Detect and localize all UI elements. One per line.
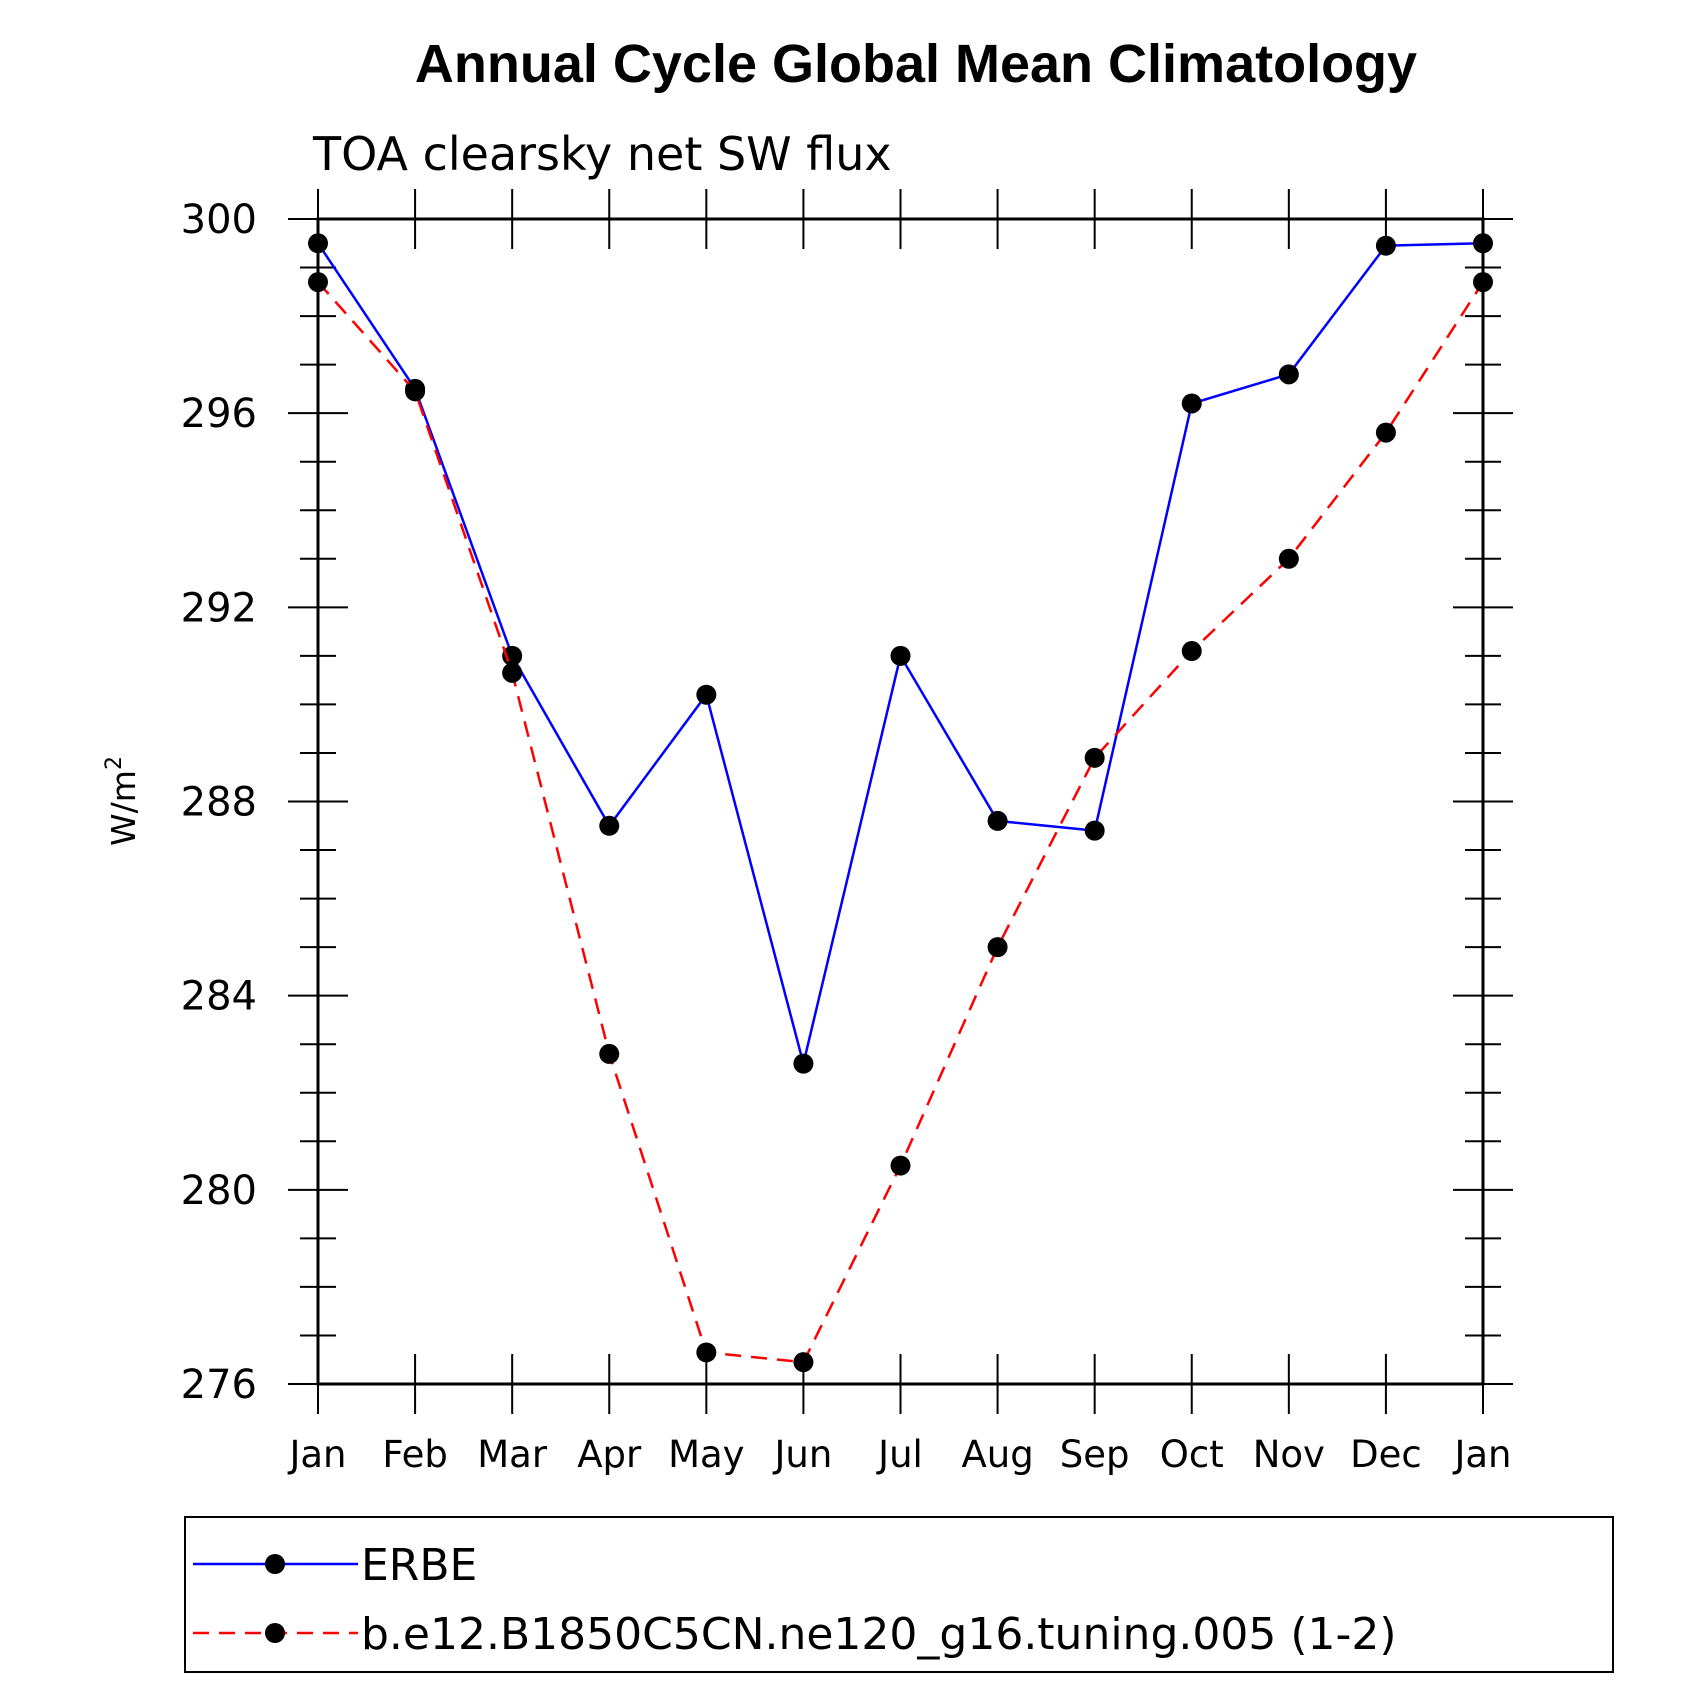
x-axis-tick-labels: Jan Feb Mar Apr May Jun Jul Aug Sep Oct Nov Dec Jan [287, 1433, 1511, 1476]
series-1-point-3 [599, 1043, 620, 1064]
series-1-point-1 [405, 381, 426, 402]
y-tick-label-284: 284 [181, 974, 257, 1020]
series-1-point-10 [1278, 548, 1299, 569]
series-0-point-5 [793, 1053, 814, 1074]
legend-swatch-erbe-marker [265, 1554, 285, 1574]
series-0-point-7 [987, 810, 1008, 831]
y-axis-label-text: W/m [104, 770, 143, 846]
series-1-point-11 [1375, 422, 1396, 443]
x-tick-label-11: Dec [1350, 1433, 1422, 1476]
series-1-line [317, 281, 1485, 1364]
series-0-point-11 [1375, 235, 1396, 256]
series-1-point-6 [890, 1155, 911, 1176]
y-tick-label-300: 300 [181, 197, 257, 243]
x-tick-label-1: Feb [382, 1433, 448, 1476]
y-tick-label-276: 276 [181, 1362, 257, 1408]
y-tick-label-292: 292 [181, 585, 257, 631]
plot-area [316, 217, 1485, 1386]
series-0-point-8 [1084, 820, 1105, 841]
series-1-point-2 [502, 662, 523, 683]
series-1-point-9 [1181, 641, 1202, 662]
axis-ticks [288, 189, 1513, 1414]
series-1-point-4 [696, 1342, 717, 1363]
x-tick-label-12: Jan [1452, 1433, 1511, 1476]
x-tick-label-6: Jul [876, 1433, 923, 1476]
x-tick-label-7: Aug [961, 1433, 1033, 1476]
series-0-point-3 [599, 815, 620, 836]
legend-label-model: b.e12.B1850C5CN.ne120_g16.tuning.005 (1-… [361, 1609, 1397, 1660]
y-axis-label: W/m2 [102, 756, 143, 846]
x-tick-label-9: Oct [1160, 1433, 1224, 1476]
series-1 [308, 272, 1493, 1373]
legend: ERBE b.e12.B1850C5CN.ne120_g16.tuning.00… [184, 1516, 1614, 1673]
series-0-point-10 [1278, 364, 1299, 385]
y-tick-label-288: 288 [181, 780, 257, 826]
series-0-point-9 [1181, 393, 1202, 414]
x-tick-label-2: Mar [477, 1433, 548, 1476]
y-tick-label-280: 280 [181, 1168, 257, 1214]
y-axis-tick-labels: 300 296 292 288 284 280 276 [181, 197, 257, 1408]
x-tick-label-0: Jan [287, 1433, 346, 1476]
series-0 [308, 233, 1493, 1074]
series-1-point-7 [987, 937, 1008, 958]
legend-swatch-model-marker [265, 1623, 285, 1643]
series-0-point-0 [308, 233, 328, 254]
x-tick-label-8: Sep [1060, 1433, 1130, 1476]
series-1-point-0 [308, 272, 328, 293]
y-tick-label-296: 296 [181, 391, 257, 437]
chart-subtitle: TOA clearsky net SW flux [312, 127, 892, 181]
y-axis-label-superscript: 2 [102, 756, 127, 770]
series-1-point-5 [793, 1352, 814, 1373]
x-tick-label-3: Apr [577, 1433, 642, 1476]
plot-frame [316, 217, 1485, 1386]
legend-label-erbe: ERBE [361, 1540, 477, 1591]
series-1-point-12 [1473, 272, 1493, 293]
x-tick-label-4: May [668, 1433, 745, 1476]
chart-title: Annual Cycle Global Mean Climatology [415, 34, 1417, 94]
x-tick-label-5: Jun [773, 1433, 833, 1476]
x-tick-label-10: Nov [1253, 1433, 1325, 1476]
legend-box [184, 1516, 1614, 1673]
series-0-point-6 [890, 645, 911, 666]
series-0-point-4 [696, 684, 717, 705]
series-0-point-12 [1473, 233, 1493, 254]
series-layer [308, 233, 1493, 1373]
series-1-point-8 [1084, 747, 1105, 768]
